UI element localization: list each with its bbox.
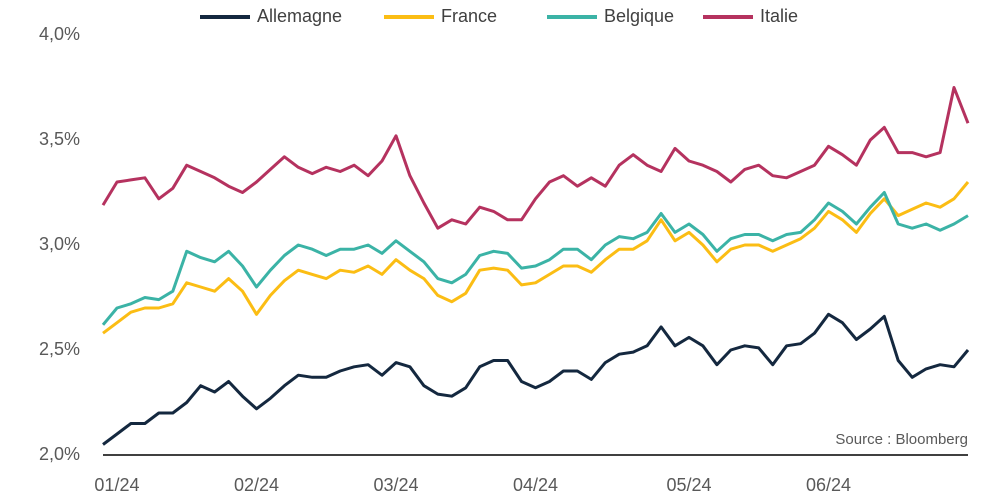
line-series	[101, 86, 970, 230]
y-tick-label: 2,0%	[39, 444, 80, 464]
source-note: Source : Bloomberg	[835, 431, 968, 448]
line-series	[101, 191, 969, 326]
legend-label: Allemagne	[257, 6, 342, 26]
line-series	[102, 181, 970, 335]
line-series	[102, 312, 970, 446]
y-tick-label: 4,0%	[39, 24, 80, 44]
y-tick-label: 3,0%	[39, 234, 80, 254]
x-tick-label: 02/24	[234, 475, 279, 495]
legend-label: Italie	[760, 6, 798, 26]
x-tick-label: 05/24	[666, 475, 711, 495]
y-tick-label: 3,5%	[39, 129, 80, 149]
legend-label: Belgique	[604, 6, 674, 26]
x-tick-label: 03/24	[373, 475, 418, 495]
x-tick-label: 06/24	[806, 475, 851, 495]
x-tick-label: 04/24	[513, 475, 558, 495]
x-tick-label: 01/24	[94, 475, 139, 495]
legend-label: France	[441, 6, 497, 26]
y-tick-label: 2,5%	[39, 339, 80, 359]
